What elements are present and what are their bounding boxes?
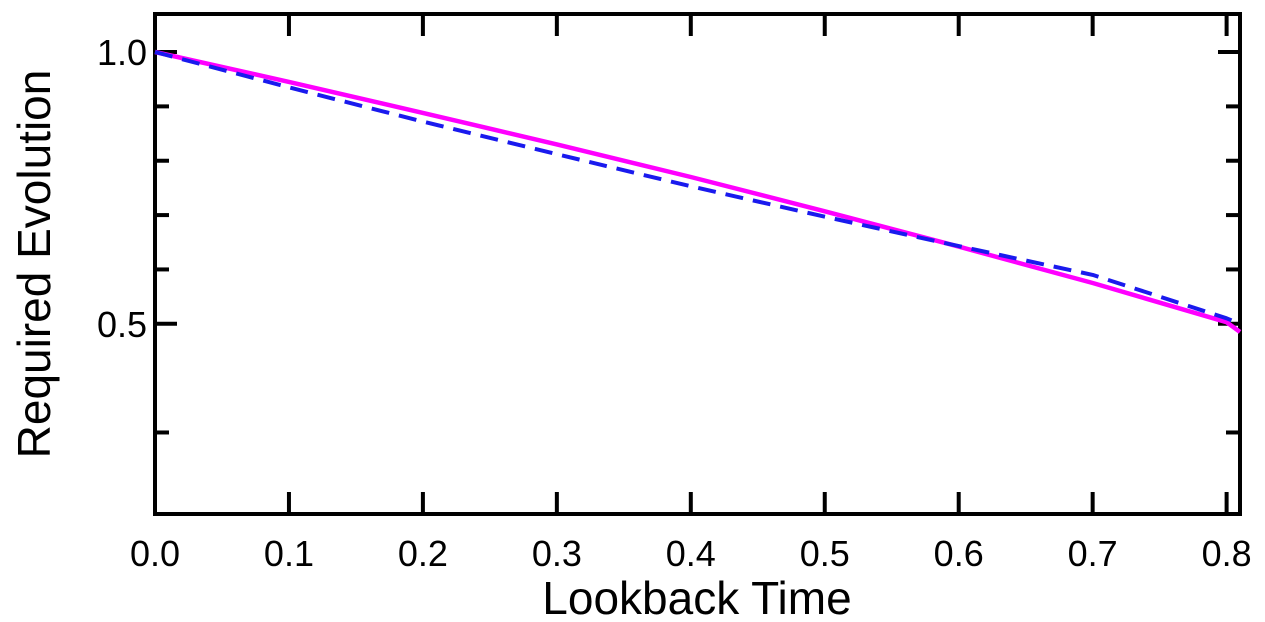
series-line-solid: [154, 49, 1242, 334]
x-tick-label: 0.3: [532, 533, 582, 574]
series-line-dashed: [154, 50, 1241, 326]
x-tick-label: 0.4: [666, 533, 716, 574]
plot-frame: [153, 12, 1242, 516]
x-axis-title: Lookback Time: [542, 572, 851, 622]
x-tick-label: 0.2: [398, 533, 448, 574]
x-tick-label: 0.5: [800, 533, 850, 574]
x-tick-label: 0.8: [1202, 533, 1252, 574]
x-tick-label: 0.7: [1068, 533, 1118, 574]
tick-marks: [153, 14, 1240, 514]
tick-labels: 0.0 0.1 0.2 0.3 0.4 0.5 0.6 0.7 0.8 0.5 1.0: [97, 32, 1252, 574]
y-tick-label: 0.5: [97, 304, 147, 345]
y-axis-title: Required Evolution: [8, 70, 60, 459]
series-lines: [154, 49, 1242, 334]
x-tick-label: 0.0: [130, 533, 180, 574]
x-tick-label: 0.6: [934, 533, 984, 574]
y-tick-label: 1.0: [97, 32, 147, 73]
x-tick-label: 0.1: [264, 533, 314, 574]
